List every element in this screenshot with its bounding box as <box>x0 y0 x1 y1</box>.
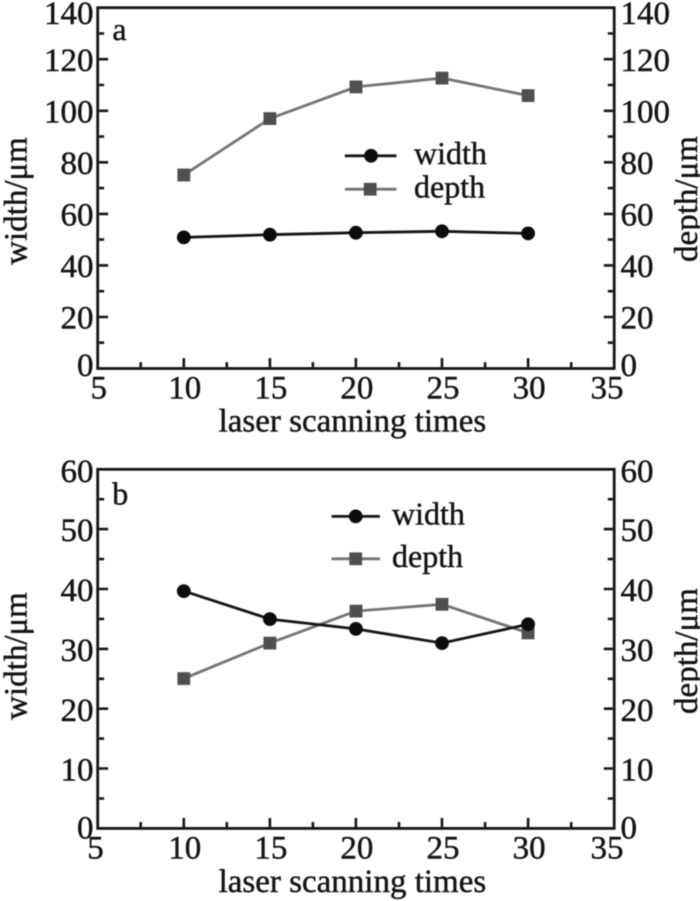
svg-text:30: 30 <box>61 633 94 669</box>
svg-text:40: 40 <box>621 573 654 609</box>
svg-text:width: width <box>414 135 487 171</box>
svg-text:5: 5 <box>87 831 104 867</box>
svg-text:20: 20 <box>340 371 373 407</box>
svg-text:10: 10 <box>168 371 201 407</box>
svg-text:60: 60 <box>621 454 654 490</box>
svg-text:20: 20 <box>621 693 654 729</box>
svg-text:120: 120 <box>621 43 671 79</box>
svg-text:35: 35 <box>591 371 624 407</box>
svg-text:10: 10 <box>621 753 654 789</box>
svg-text:60: 60 <box>61 454 94 490</box>
svg-text:50: 50 <box>61 513 94 549</box>
svg-text:laser scanning times: laser scanning times <box>219 864 487 900</box>
svg-text:40: 40 <box>621 249 654 285</box>
svg-text:20: 20 <box>61 693 94 729</box>
svg-text:20: 20 <box>61 301 94 337</box>
svg-text:10: 10 <box>61 753 94 789</box>
svg-text:10: 10 <box>168 831 201 867</box>
svg-text:50: 50 <box>621 513 654 549</box>
svg-text:30: 30 <box>621 633 654 669</box>
svg-text:120: 120 <box>44 43 94 79</box>
svg-text:depth/μm: depth/μm <box>669 136 700 262</box>
svg-text:depth: depth <box>392 538 463 574</box>
svg-text:15: 15 <box>254 831 287 867</box>
svg-text:0: 0 <box>621 348 638 384</box>
svg-text:100: 100 <box>621 94 671 130</box>
svg-text:0: 0 <box>77 811 94 847</box>
svg-text:30: 30 <box>513 371 546 407</box>
svg-text:140: 140 <box>621 0 671 32</box>
svg-text:40: 40 <box>61 573 94 609</box>
svg-text:depth: depth <box>414 168 485 204</box>
svg-text:20: 20 <box>621 301 654 337</box>
svg-text:20: 20 <box>340 831 373 867</box>
svg-text:30: 30 <box>513 831 546 867</box>
svg-text:15: 15 <box>254 371 287 407</box>
svg-text:width/μm: width/μm <box>0 137 35 265</box>
svg-text:40: 40 <box>61 249 94 285</box>
svg-text:5: 5 <box>90 371 107 407</box>
svg-text:80: 80 <box>621 146 654 182</box>
svg-text:0: 0 <box>77 348 94 384</box>
svg-text:b: b <box>112 476 128 512</box>
svg-text:60: 60 <box>61 198 94 234</box>
svg-text:80: 80 <box>61 146 94 182</box>
svg-text:a: a <box>112 11 126 47</box>
svg-text:60: 60 <box>621 198 654 234</box>
svg-text:100: 100 <box>44 94 94 130</box>
svg-text:width/μm: width/μm <box>0 592 35 720</box>
svg-text:laser scanning times: laser scanning times <box>219 404 487 440</box>
svg-text:0: 0 <box>621 811 638 847</box>
svg-text:width: width <box>392 496 465 532</box>
svg-text:depth/μm: depth/μm <box>669 588 700 714</box>
svg-text:140: 140 <box>44 0 94 32</box>
svg-text:25: 25 <box>427 831 460 867</box>
svg-text:35: 35 <box>591 831 624 867</box>
svg-text:25: 25 <box>427 371 460 407</box>
